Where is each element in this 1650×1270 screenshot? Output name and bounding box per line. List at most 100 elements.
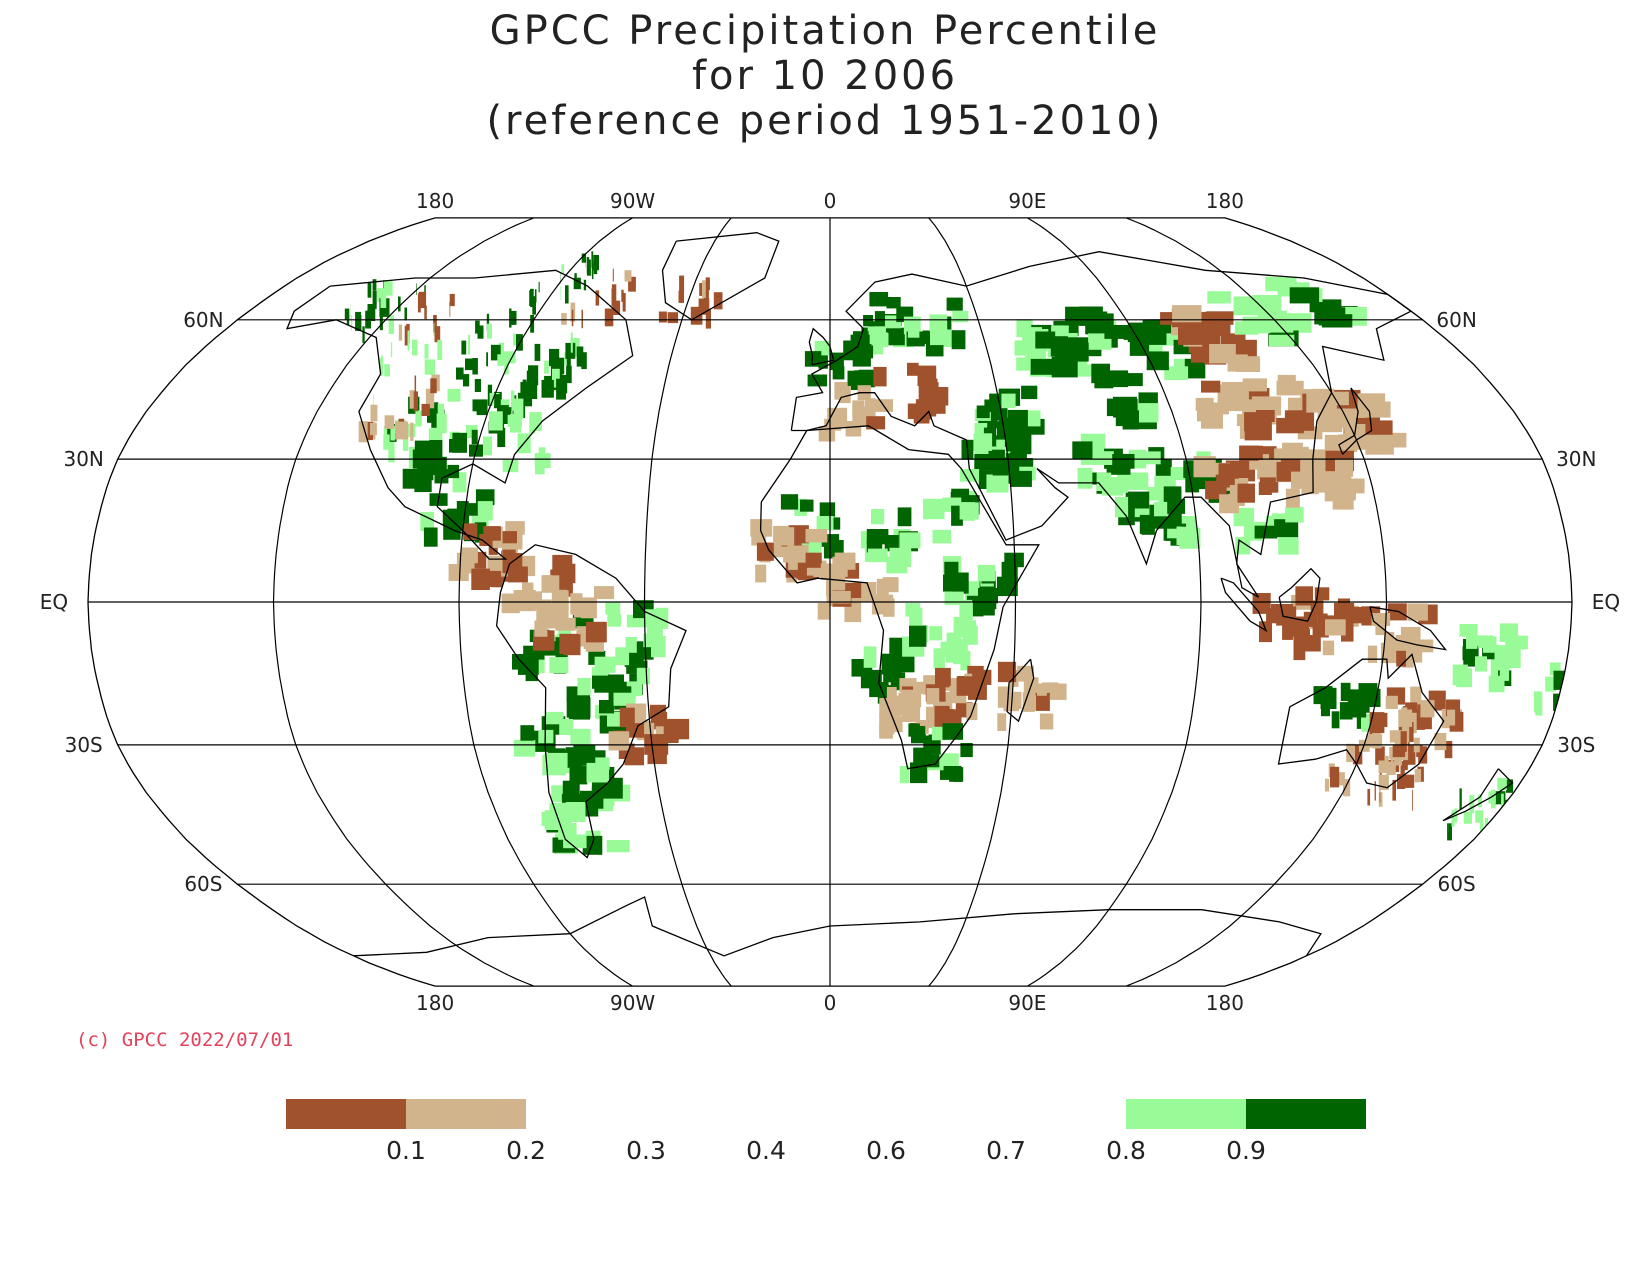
grid-cell <box>1321 702 1330 717</box>
grid-cell <box>1176 526 1190 545</box>
grid-cell <box>646 620 663 637</box>
grid-cell <box>560 285 561 301</box>
coastline-uk <box>808 327 835 366</box>
grid-cell <box>866 529 889 545</box>
grid-cell <box>805 529 828 543</box>
grid-cell <box>483 436 492 456</box>
grid-cell <box>1128 472 1149 490</box>
grid-cell <box>1106 398 1127 417</box>
grid-cell <box>1412 789 1413 811</box>
grid-cell <box>479 534 492 546</box>
grid-cell <box>592 675 613 689</box>
grid-cell <box>1096 472 1112 491</box>
grid-cell <box>1153 514 1177 529</box>
coastline-australia <box>1277 653 1445 789</box>
grid-cell <box>699 283 704 296</box>
grid-cell <box>1361 716 1372 730</box>
percentile-patch <box>588 641 654 698</box>
grid-cell <box>1533 691 1543 713</box>
percentile-patch <box>1293 598 1374 661</box>
grid-cell <box>1573 697 1580 715</box>
grid-cell <box>1254 525 1278 539</box>
grid-cell <box>690 306 703 325</box>
grid-cell <box>461 340 467 355</box>
coastline-new-zealand <box>1442 768 1514 822</box>
grid-cell <box>621 289 624 302</box>
grid-cell <box>665 718 690 740</box>
grid-cell <box>1420 700 1435 718</box>
percentile-patch <box>529 586 615 656</box>
grid-cell <box>960 650 971 671</box>
coastline-greenland <box>661 232 780 321</box>
grid-cell <box>594 656 616 673</box>
grid-cell <box>474 522 487 543</box>
grid-cell <box>879 713 895 735</box>
grid-cell <box>532 296 536 315</box>
grid-cell <box>566 352 571 370</box>
grid-cell <box>383 434 390 450</box>
grid-cell <box>1352 745 1363 765</box>
grid-cell <box>960 743 973 758</box>
grid-cell <box>819 502 836 517</box>
grid-cell <box>390 342 393 358</box>
grid-cell <box>608 674 624 688</box>
grid-cell <box>606 840 630 853</box>
grid-cell <box>1392 779 1396 801</box>
grid-cell <box>549 802 571 817</box>
grid-cell <box>1258 482 1272 495</box>
grid-cell <box>404 325 410 346</box>
grid-cell <box>824 418 842 431</box>
grid-cell <box>804 351 822 367</box>
percentile-patch <box>899 599 978 673</box>
grid-cell <box>426 466 434 481</box>
grid-cell <box>424 359 435 375</box>
grid-cell <box>1549 662 1561 676</box>
grid-cell <box>873 366 887 387</box>
grid-cell <box>358 421 368 443</box>
grid-cell <box>608 731 630 751</box>
grid-cell <box>1331 413 1356 429</box>
grid-cell <box>876 578 889 599</box>
grid-cell <box>581 253 587 263</box>
grid-cell <box>1330 766 1340 788</box>
percentile-patch <box>873 362 949 424</box>
grid-cell <box>909 625 927 647</box>
grid-cell <box>471 429 478 445</box>
lat-label-right-30s: 30S <box>1557 733 1595 757</box>
legend-tick-label: 0.7 <box>986 1136 1026 1165</box>
grid-cell <box>1274 448 1296 462</box>
grid-cell <box>1386 761 1396 775</box>
grid-cell <box>570 332 573 353</box>
grid-cell <box>643 633 662 648</box>
grid-cell <box>534 620 548 637</box>
grid-cell <box>1384 755 1389 772</box>
grid-cell <box>1265 276 1297 292</box>
percentile-patch <box>605 600 669 666</box>
grid-cell <box>1389 730 1405 743</box>
grid-cell <box>1411 641 1423 663</box>
grid-cell <box>1256 410 1275 422</box>
grid-cell <box>1291 471 1313 489</box>
grid-cell <box>568 699 591 720</box>
grid-cell <box>907 362 919 376</box>
grid-cell <box>1172 305 1202 323</box>
grid-cell <box>1227 354 1248 372</box>
grid-cell <box>594 586 615 600</box>
grid-cell <box>1154 475 1176 489</box>
grid-cell <box>889 547 912 567</box>
grid-cell <box>705 277 710 291</box>
grid-cell <box>1478 794 1483 808</box>
percentile-patch <box>1252 586 1330 643</box>
grid-cell <box>416 471 425 488</box>
grid-cell <box>538 281 540 293</box>
grid-cell <box>520 725 535 741</box>
grid-cell <box>1072 441 1093 460</box>
grid-cell <box>863 646 877 668</box>
grid-cell <box>604 308 614 327</box>
percentile-patch <box>997 661 1067 731</box>
grid-cell <box>1118 373 1143 387</box>
grid-cell <box>398 296 401 312</box>
grid-cell <box>986 474 1009 493</box>
grid-cell <box>863 315 874 327</box>
grid-cell <box>1050 336 1068 357</box>
